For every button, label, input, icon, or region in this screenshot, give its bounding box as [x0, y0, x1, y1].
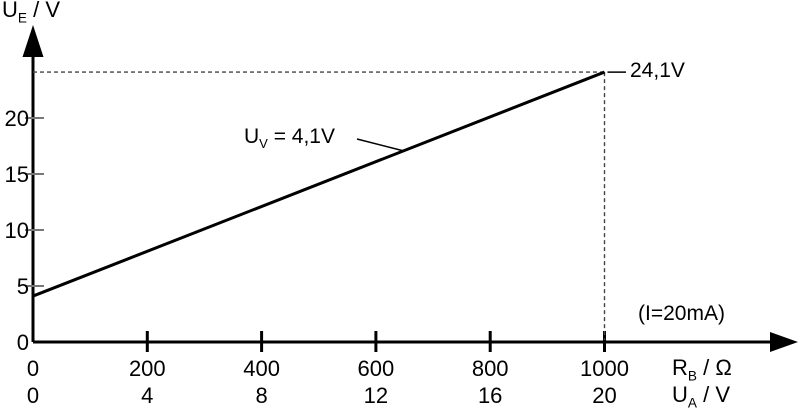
x-tick-label-800: 800: [471, 356, 509, 381]
x-axis-title-rb-unit: / Ω: [696, 355, 732, 380]
x-axis-title-ua-base: U: [672, 382, 688, 407]
y-tick-label-20: 20: [4, 106, 29, 131]
annotation-operating-condition: (I=20mA): [638, 302, 725, 325]
y-axis-title-base: U: [2, 0, 18, 22]
annotation-offset-value: = 4,1V: [267, 125, 335, 148]
x-tick-label-200: 200: [128, 356, 166, 381]
x-secondary-tick-label-4: 4: [141, 383, 154, 408]
x-axis-title-rb: RB / Ω: [672, 355, 732, 384]
x-tick-label-400: 400: [243, 356, 280, 381]
y-tick-label-0: 0: [16, 330, 29, 355]
x-tick-label-1000: 1000: [580, 356, 629, 381]
x-axis-title-rb-base: R: [672, 355, 688, 380]
annotation-offset-base: U: [244, 125, 260, 148]
x-axis-title-rb-sub: B: [687, 368, 697, 384]
annotation-offset-voltage: UV = 4,1V: [244, 125, 335, 152]
data-line: [32, 70, 606, 298]
x-tick-label-0: 0: [26, 356, 40, 381]
y-tick-label-15: 15: [4, 162, 29, 187]
x-axis-arrowhead-icon: [770, 332, 798, 352]
x-secondary-tick-label-0: 0: [26, 383, 40, 408]
x-axis-title-ua: UA / V: [672, 382, 730, 409]
y-tick-label-5: 5: [16, 274, 29, 299]
x-axis-title-ua-unit: / V: [696, 382, 730, 407]
annotation-offset-sub: V: [259, 136, 268, 152]
x-tick-label-600: 600: [357, 356, 395, 381]
x-secondary-tick-label-12: 12: [363, 383, 389, 408]
offset-label-leader-line: [356, 138, 405, 152]
x-secondary-tick-label-16: 16: [477, 383, 503, 408]
x-secondary-tick-label-20: 20: [592, 383, 617, 408]
y-axis-title-sub: E: [17, 10, 27, 26]
y-axis-arrowhead-icon: [22, 25, 44, 57]
y-axis-title: UE / V: [2, 0, 60, 26]
y-tick-label-10: 10: [4, 218, 29, 243]
x-axis-title-ua-sub: A: [687, 395, 697, 409]
x-secondary-tick-label-8: 8: [255, 383, 268, 408]
annotation-endpoint-value: 24,1V: [630, 59, 685, 82]
y-axis-title-unit: / V: [26, 0, 60, 22]
